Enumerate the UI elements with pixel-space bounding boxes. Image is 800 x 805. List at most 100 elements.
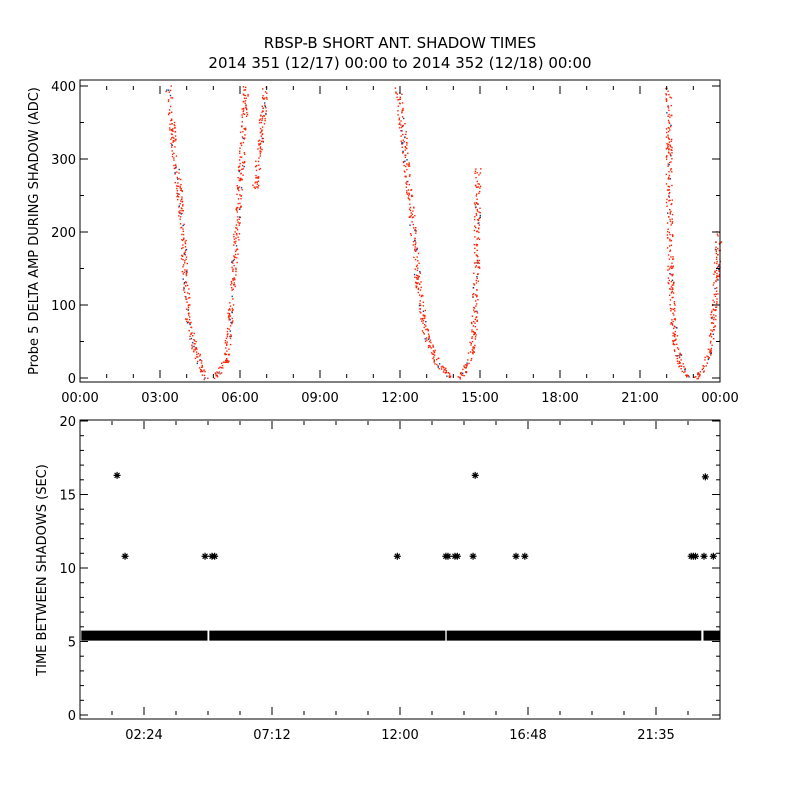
data-point [476,193,478,195]
data-point [181,247,183,250]
data-point [239,206,241,209]
data-point [231,321,234,323]
data-point [709,351,712,353]
data-point [394,87,397,89]
data-point [667,134,669,136]
data-point [228,353,230,356]
data-point [166,89,168,91]
data-point [167,113,170,116]
data-point [713,273,715,275]
data-point [430,352,433,354]
data-point [214,372,216,374]
data-point [408,175,411,177]
data-point [415,281,417,284]
data-point [716,275,718,277]
data-point [713,326,715,328]
data-point [671,158,673,160]
data-point [479,212,481,214]
data-point [243,89,245,91]
data-point [170,97,172,99]
data-point [665,94,667,96]
data-point [413,273,416,276]
data-point [238,166,240,169]
data-point [414,239,416,242]
bottom-x-tick-label: 07:12 [253,728,290,743]
data-point [185,298,187,300]
data-point [672,343,674,346]
data-point [260,151,262,153]
data-point [668,141,671,143]
data-point [420,318,422,320]
data-point [669,233,671,236]
data-point [404,149,406,151]
data-point [185,281,187,283]
data-point [713,314,715,316]
data-point [401,102,404,104]
data-point [432,357,434,360]
data-point [238,165,241,167]
data-point [242,174,244,176]
data-point [415,232,417,234]
data-point [237,177,239,179]
data-point [705,365,707,367]
data-point [171,97,174,99]
data-point [475,177,477,179]
data-point [227,361,229,363]
data-point [227,316,230,318]
data-point [476,310,478,313]
data-point [473,311,476,313]
data-point [266,98,268,100]
data-point [189,323,191,326]
data-point [442,366,444,369]
top-y-tick-label: 300 [51,153,76,168]
data-point [257,177,260,179]
data-point [180,200,182,202]
data-point [233,278,236,281]
data-point [672,308,675,311]
data-point [460,374,463,376]
data-point [710,317,713,319]
data-point [445,371,448,374]
data-point [472,353,474,355]
data-point [219,373,221,375]
data-point [187,309,189,311]
data-point [668,195,670,197]
data-point [185,248,188,251]
data-point [471,322,473,325]
data-point [716,278,718,280]
data-point [432,350,435,352]
data-point [474,170,477,172]
data-point [185,270,188,273]
data-point [199,359,201,361]
data-point [233,236,235,238]
data-point [470,342,472,344]
data-point [710,351,712,353]
data-point [473,202,476,204]
data-point [230,280,233,283]
data-point [448,375,450,377]
data-point [410,234,412,237]
data-point [257,140,260,142]
data-point [475,300,477,302]
data-point [174,139,177,141]
data-point [476,198,478,200]
data-point [264,102,266,104]
data-point [261,116,264,118]
data-point [668,186,671,188]
data-point [246,108,248,111]
data-point [442,365,444,367]
data-point [463,365,465,367]
data-point [415,227,417,229]
data-point [190,326,192,328]
data-point [472,296,474,298]
data-point [167,100,170,103]
data-point [715,250,717,253]
data-point [475,310,477,313]
data-point [670,161,672,163]
data-point [670,169,672,171]
data-point [259,150,261,152]
data-point [673,302,676,305]
data-point [187,306,190,309]
data-point [178,215,180,217]
data-point [667,145,669,148]
